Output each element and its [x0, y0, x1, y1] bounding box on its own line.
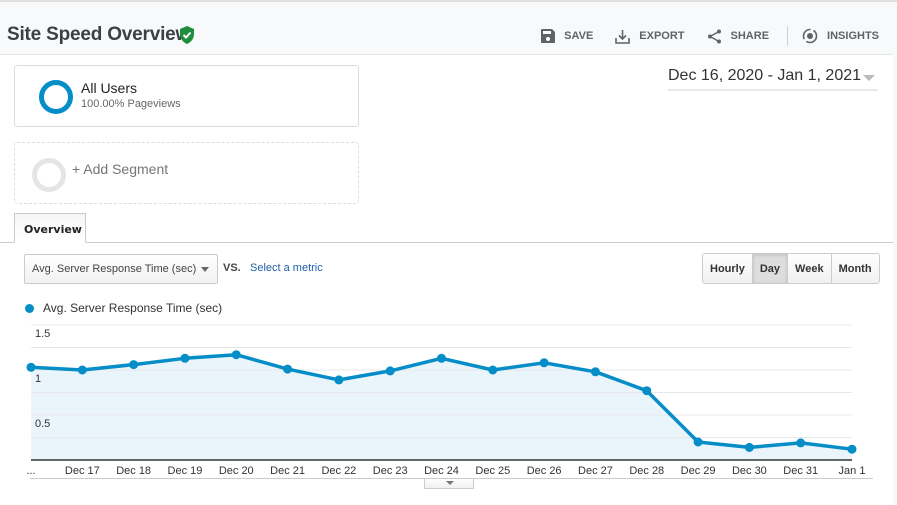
tab-overview-label: Overview [24, 223, 82, 236]
x-tick-label: ... [26, 465, 36, 477]
metric-select-value: Avg. Server Response Time (sec) [32, 263, 197, 275]
tab-bar [0, 241, 893, 243]
save-label: SAVE [564, 30, 594, 42]
x-tick-label: Dec 19 [167, 465, 203, 477]
month-button[interactable]: Month [831, 254, 879, 283]
header-actions: SAVE EXPORT SHARE INSIGHTS [541, 24, 897, 48]
chart-expand-handle[interactable] [424, 479, 474, 489]
chart-bottom-border [30, 478, 873, 479]
legend-dot-icon [25, 303, 34, 313]
x-tick-label: Dec 24 [424, 465, 459, 477]
export-label: EXPORT [639, 30, 685, 42]
chart-legend: Avg. Server Response Time (sec) [25, 301, 222, 315]
line-chart: 1.5 1 0.5 ... Dec 17 Dec 18 Dec 19 Dec 20 Dec… [0, 323, 893, 498]
chevron-down-icon [446, 481, 454, 485]
share-button[interactable]: SHARE [707, 29, 770, 44]
save-icon [541, 29, 556, 43]
top-border [0, 0, 897, 2]
granularity-toggle: Hourly Day Week Month [702, 253, 880, 284]
x-tick-label: Dec 23 [372, 465, 408, 477]
segment-name: All Users [81, 80, 138, 96]
export-icon [615, 29, 631, 44]
insights-icon [802, 28, 818, 44]
share-label: SHARE [730, 30, 770, 42]
x-tick-label: Jan 1 [838, 465, 866, 477]
x-tick-label: Dec 20 [218, 465, 254, 477]
hourly-button[interactable]: Hourly [703, 254, 753, 283]
date-range-text: Dec 16, 2020 - Jan 1, 2021 [668, 67, 862, 84]
x-tick-label: Dec 25 [475, 465, 511, 477]
shield-check-icon [180, 26, 194, 44]
x-tick-label: Dec 17 [64, 465, 100, 477]
x-tick-label: Dec 29 [680, 465, 716, 477]
chart-plot [26, 324, 857, 461]
week-button[interactable]: Week [788, 254, 832, 283]
x-tick-label: Dec 21 [270, 465, 305, 477]
x-tick-label: Dec 27 [578, 465, 613, 477]
metric-select[interactable]: Avg. Server Response Time (sec) [24, 254, 218, 284]
save-button[interactable]: SAVE [541, 29, 593, 43]
add-segment-label: + Add Segment [72, 161, 169, 177]
insights-button[interactable]: INSIGHTS [802, 28, 879, 44]
export-button[interactable]: EXPORT [615, 29, 685, 44]
y-tick-1: 1 [35, 373, 42, 385]
chevron-down-icon [863, 75, 875, 81]
date-range-picker[interactable]: Dec 16, 2020 - Jan 1, 2021 [668, 67, 878, 91]
segment-ring-icon [39, 80, 73, 114]
tab-overview[interactable]: Overview [14, 213, 86, 243]
legend-label: Avg. Server Response Time (sec) [43, 301, 223, 315]
page-title: Site Speed Overview [7, 24, 191, 45]
x-tick-label: Dec 22 [321, 465, 357, 477]
report-header: Site Speed Overview SAVE EXPORT SHARE IN… [0, 2, 897, 54]
x-tick-label: Dec 26 [526, 465, 562, 477]
vs-label: VS. [223, 262, 241, 274]
x-tick-label: Dec 28 [629, 465, 665, 477]
empty-segment-ring-icon [32, 158, 66, 192]
actions-divider [787, 26, 789, 46]
add-segment-button[interactable]: + Add Segment [14, 142, 359, 204]
y-tick-1-5: 1.5 [35, 328, 51, 340]
x-tick-label: Dec 30 [731, 465, 767, 477]
day-button[interactable]: Day [752, 254, 789, 283]
x-tick-label: Dec 31 [783, 465, 819, 477]
y-tick-0-5: 0.5 [35, 418, 51, 430]
select-metric-link[interactable]: Select a metric [250, 262, 323, 274]
report-body: All Users 100.00% Pageviews + Add Segmen… [0, 54, 893, 505]
chevron-down-icon [201, 267, 209, 272]
segment-all-users[interactable]: All Users 100.00% Pageviews [14, 65, 359, 127]
segment-subtitle: 100.00% Pageviews [81, 98, 181, 110]
insights-label: INSIGHTS [827, 30, 879, 42]
share-icon [707, 29, 721, 43]
x-tick-label: Dec 18 [116, 465, 152, 477]
